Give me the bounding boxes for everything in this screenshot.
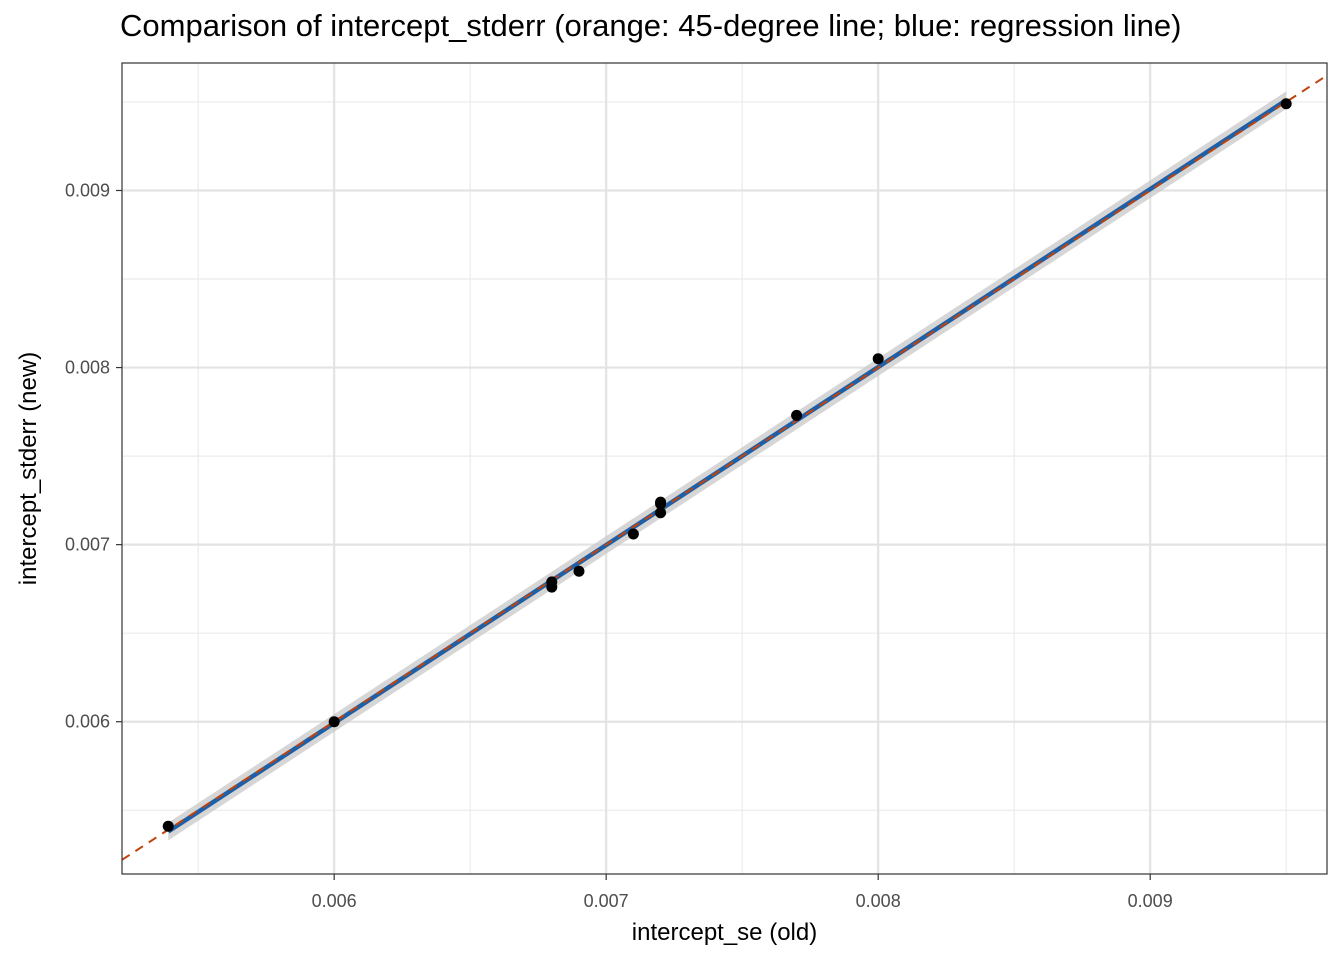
x-tick-label: 0.007 [584, 891, 629, 911]
x-tick-label: 0.008 [856, 891, 901, 911]
data-point [791, 409, 803, 421]
data-point [627, 528, 639, 540]
y-tick-label: 0.007 [65, 535, 110, 555]
x-tick-label: 0.009 [1128, 891, 1173, 911]
x-tick-label: 0.006 [312, 891, 357, 911]
panel-border [121, 62, 1328, 875]
chart-title: Comparison of intercept_stderr (orange: … [120, 8, 1182, 43]
y-axis-ticks: 0.006 0.007 0.008 0.009 [65, 180, 122, 732]
data-point [328, 716, 340, 728]
data-point [655, 507, 667, 519]
x-axis-title: intercept_se (old) [632, 919, 817, 946]
data-point [546, 581, 558, 593]
x-axis-ticks: 0.006 0.007 0.008 0.009 [312, 874, 1173, 911]
data-point [162, 820, 174, 832]
y-axis-title: intercept_stderr (new) [15, 352, 42, 585]
points-layer [162, 98, 1292, 832]
minor-gridlines [122, 63, 1327, 874]
y-tick-label: 0.009 [65, 180, 110, 200]
y-tick-label: 0.006 [65, 712, 110, 732]
y-tick-label: 0.008 [65, 358, 110, 378]
data-point [872, 353, 884, 365]
data-point [655, 498, 667, 510]
data-point [573, 565, 585, 577]
major-gridlines [122, 63, 1327, 874]
data-point [1280, 98, 1292, 110]
